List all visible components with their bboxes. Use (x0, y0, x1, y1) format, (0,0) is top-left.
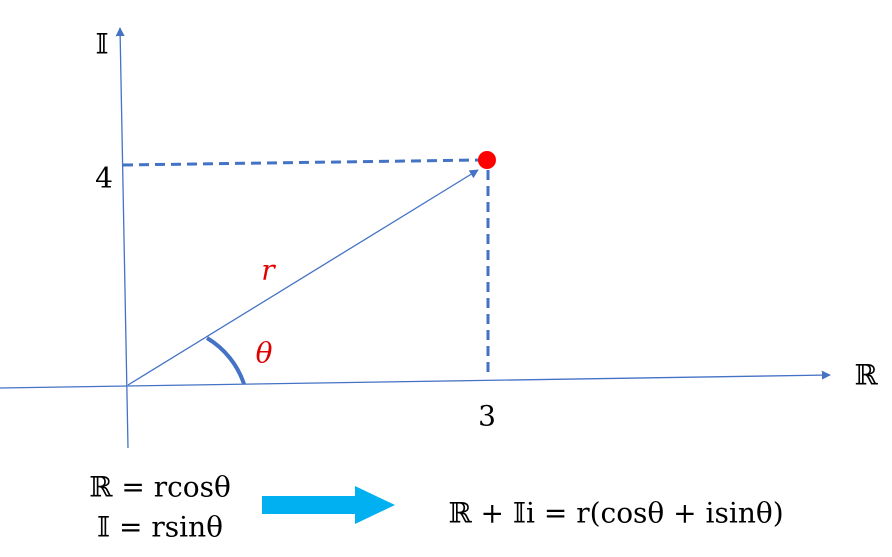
magnitude-label: r (261, 254, 276, 287)
angle-arc (205, 336, 246, 385)
dashed-horizontal (122, 158, 481, 167)
real-equation: ℝ = rcosθ (89, 471, 231, 504)
real-axis (0, 370, 831, 389)
angle-label: θ (256, 337, 273, 370)
real-axis-label: ℝ (854, 359, 878, 392)
point (478, 151, 496, 169)
real-tick-label: 3 (478, 400, 496, 433)
imaginary-equation: 𝕀 = rsinθ (97, 511, 223, 544)
imaginary-axis (115, 27, 129, 449)
imaginary-tick-label: 4 (95, 162, 113, 195)
big-arrow (262, 486, 395, 524)
imaginary-axis-label: 𝕀 (95, 28, 108, 61)
vector (127, 169, 479, 386)
result-equation: ℝ + 𝕀i = r(cosθ + isinθ) (448, 497, 783, 530)
